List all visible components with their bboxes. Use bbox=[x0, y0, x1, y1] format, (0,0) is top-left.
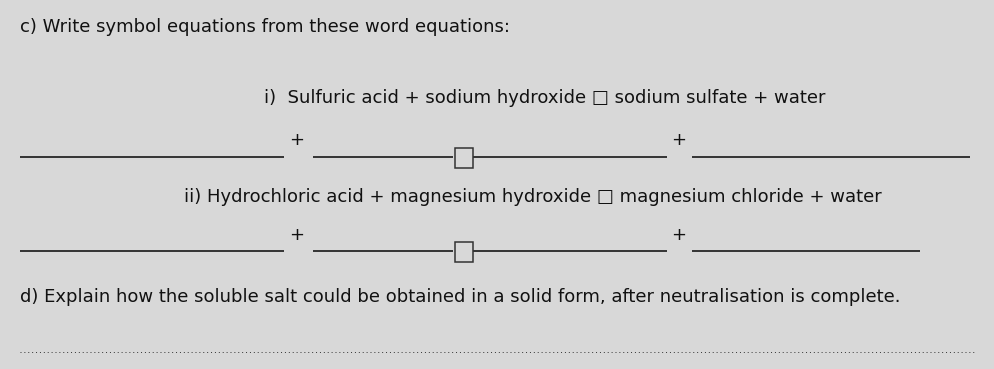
Text: ii) Hydrochloric acid + magnesium hydroxide □ magnesium chloride + water: ii) Hydrochloric acid + magnesium hydrox… bbox=[184, 188, 881, 206]
Bar bbox=[454, 148, 472, 168]
Text: +: + bbox=[288, 225, 304, 244]
Bar bbox=[454, 242, 472, 262]
Text: i)  Sulfuric acid + sodium hydroxide □ sodium sulfate + water: i) Sulfuric acid + sodium hydroxide □ so… bbox=[263, 89, 824, 107]
Text: +: + bbox=[288, 131, 304, 149]
Text: +: + bbox=[670, 225, 686, 244]
Text: d) Explain how the soluble salt could be obtained in a solid form, after neutral: d) Explain how the soluble salt could be… bbox=[20, 288, 900, 306]
Text: c) Write symbol equations from these word equations:: c) Write symbol equations from these wor… bbox=[20, 18, 509, 37]
Text: +: + bbox=[670, 131, 686, 149]
